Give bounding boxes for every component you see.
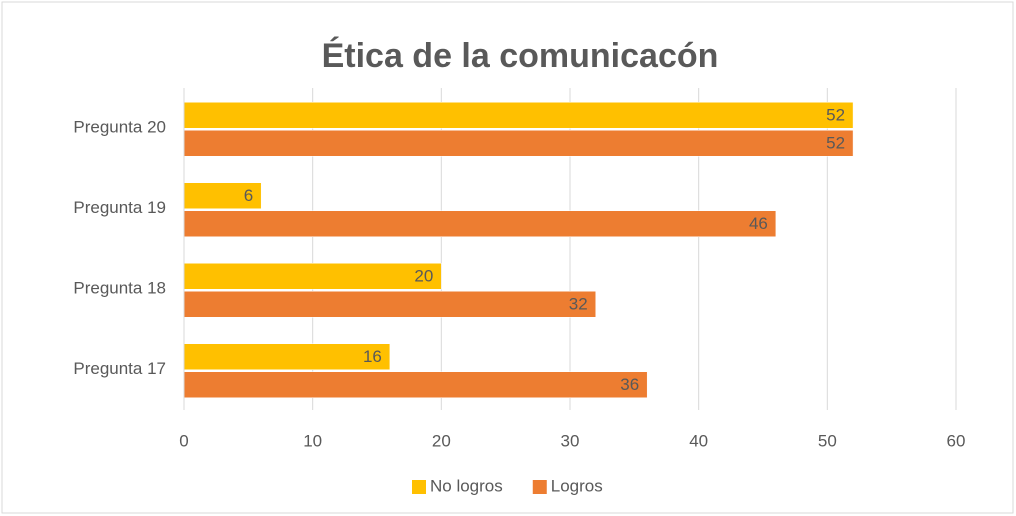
bar (183, 371, 648, 398)
bar (183, 343, 391, 370)
x-tick-label: 0 (179, 431, 188, 450)
data-label: 6 (244, 186, 253, 205)
y-tick-label: Pregunta 20 (73, 118, 166, 137)
x-tick-label: 40 (689, 431, 708, 450)
data-label: 46 (749, 214, 768, 233)
bar (183, 210, 777, 237)
data-label: 20 (414, 267, 433, 286)
bar (183, 102, 854, 129)
chart-title: Ética de la comunicacón (322, 37, 719, 75)
bar (183, 263, 442, 290)
y-tick-label: Pregunta 18 (73, 279, 166, 298)
legend-swatch (532, 480, 547, 494)
data-label: 32 (569, 295, 588, 314)
y-tick-label: Pregunta 17 (73, 359, 166, 378)
data-label: 36 (620, 375, 639, 394)
legend-label: No logros (430, 476, 503, 495)
data-label: 16 (363, 347, 382, 366)
data-label: 52 (826, 106, 845, 125)
legend-swatch (412, 480, 426, 494)
x-tick-label: 30 (561, 431, 580, 450)
legend-label: Logros (551, 476, 603, 495)
x-tick-label: 50 (818, 431, 837, 450)
x-tick-label: 10 (303, 431, 322, 450)
bar (183, 291, 596, 318)
y-tick-label: Pregunta 19 (73, 198, 166, 217)
data-label: 52 (826, 134, 845, 153)
x-tick-label: 20 (432, 431, 451, 450)
x-tick-label: 60 (947, 431, 966, 450)
bar (183, 130, 854, 157)
